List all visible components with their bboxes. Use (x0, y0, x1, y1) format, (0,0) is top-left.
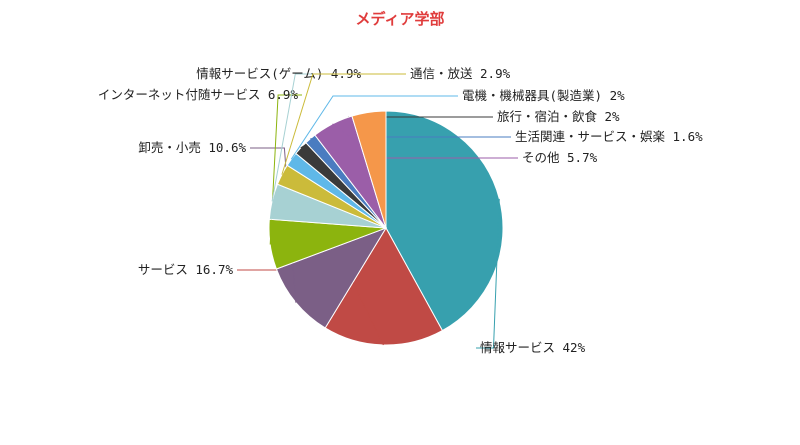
slice-label: 生活関連・サービス・娯楽 1.6% (515, 129, 703, 144)
slice-label: 情報サービス 42% (480, 340, 586, 355)
leader-line (476, 198, 500, 349)
slice-label: インターネット付随サービス 6.9% (98, 87, 299, 102)
slice-label: サービス 16.7% (138, 262, 234, 277)
slice-label: 旅行・宿泊・飲食 2% (497, 109, 620, 124)
slice-label: その他 5.7% (522, 150, 598, 165)
chart-title: メディア学部 (355, 10, 445, 28)
leader-line (290, 95, 458, 160)
slice-label: 情報サービス(ゲーム) 4.9% (196, 66, 361, 81)
slice-label: 電機・機械器具(製造業) 2% (462, 88, 625, 103)
slice-label: 通信・放送 2.9% (410, 66, 511, 81)
pie-slice (351, 110, 387, 229)
leader-line (281, 73, 406, 175)
slice-label: 卸売・小売 10.6% (138, 140, 246, 155)
